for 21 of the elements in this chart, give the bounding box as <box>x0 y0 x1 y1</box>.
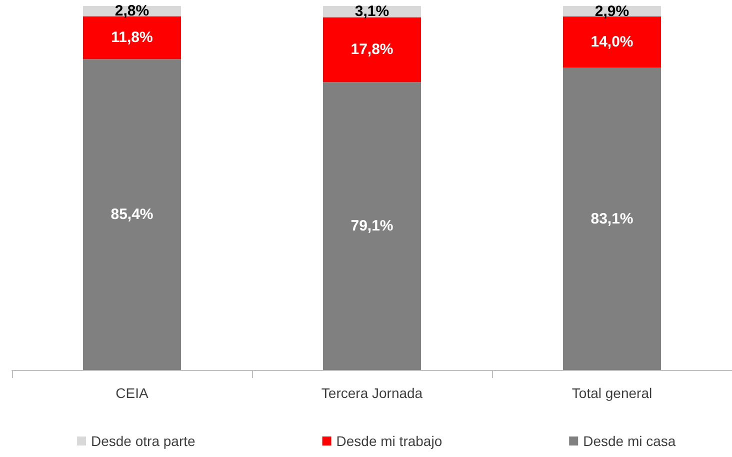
data-label: 83,1% <box>590 210 634 228</box>
data-label: 3,1% <box>354 3 390 20</box>
bar <box>323 17 421 82</box>
data-label: 79,1% <box>350 218 394 235</box>
x-tick-label: Total general <box>572 385 652 401</box>
legend-label: Desde mi trabajo <box>336 433 442 449</box>
bar <box>323 82 421 370</box>
bar <box>563 16 661 68</box>
data-label: 85,4% <box>110 206 154 224</box>
x-tick-label: Tercera Jornada <box>321 385 423 401</box>
x-tick-label: CEIA <box>116 385 149 401</box>
bar <box>83 59 181 370</box>
data-label: 2,8% <box>114 2 150 20</box>
bar <box>563 68 661 370</box>
data-label: 2,9% <box>594 2 630 20</box>
data-label: 17,8% <box>350 41 394 58</box>
bar <box>83 16 181 60</box>
data-label: 11,8% <box>111 29 153 46</box>
legend-label: Desde mi casa <box>583 433 676 449</box>
legend-label: Desde otra parte <box>91 433 196 449</box>
data-label: 14,0% <box>590 34 634 51</box>
